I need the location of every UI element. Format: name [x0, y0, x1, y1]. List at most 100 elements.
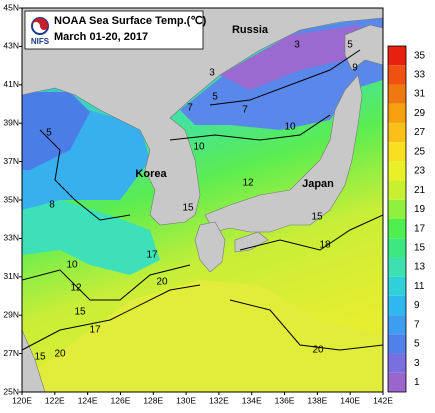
warm-sea	[22, 280, 383, 392]
colorbar-label: 5	[414, 339, 420, 350]
colorbar-label: 21	[414, 185, 426, 196]
place-label: Korea	[135, 168, 167, 180]
colorbar-cell	[388, 276, 406, 296]
title-background	[24, 10, 204, 50]
lon-tick-label: 130E	[176, 395, 196, 405]
lon-tick-label: 140E	[340, 395, 360, 405]
colorbar-label: 27	[414, 127, 426, 138]
contour-label: 20	[312, 345, 324, 356]
colorbar-label: 7	[414, 319, 420, 330]
lat-tick-label: 43N	[3, 41, 19, 51]
contour-label: 20	[156, 277, 168, 288]
lat-tick-label: 25N	[3, 386, 19, 396]
japan-sea-cold	[220, 25, 360, 90]
lon-tick-label: 136E	[275, 395, 295, 405]
place-label: Russia	[232, 24, 269, 36]
contour-label: 3	[209, 68, 215, 79]
colorbar-label: 17	[414, 223, 426, 234]
honshu	[204, 74, 363, 233]
colorbar-label: 23	[414, 166, 426, 177]
contour-label: 5	[46, 128, 52, 139]
contour-line	[22, 284, 201, 351]
colorbar-cell	[388, 161, 406, 181]
colorbar-label: 29	[414, 108, 426, 119]
contour-label: 9	[352, 63, 358, 74]
lat-tick-label: 31N	[3, 271, 19, 281]
contour-label: 17	[146, 250, 158, 261]
lon-tick-label: 120E	[12, 395, 32, 405]
lon-tick-label: 122E	[45, 395, 65, 405]
colorbar-label: 25	[414, 146, 426, 157]
lat-tick-label: 41N	[3, 79, 19, 89]
lon-tick-label: 128E	[143, 395, 163, 405]
colorbar-cell	[388, 334, 406, 354]
contour-label: 15	[311, 212, 323, 223]
contour-label: 12	[70, 283, 82, 294]
lon-tick-label: 142E	[373, 395, 393, 405]
contour-label: 18	[319, 240, 331, 251]
colorbar-label: 1	[414, 377, 420, 388]
colorbar-cell	[388, 353, 406, 373]
logo-text: NIFS	[31, 37, 50, 46]
colorbar-cell	[388, 199, 406, 219]
colorbar-cell	[388, 46, 406, 66]
map-area	[22, 8, 383, 392]
cool-sea	[22, 200, 160, 275]
contour-line	[169, 114, 331, 141]
colorbar-cell	[388, 257, 406, 277]
colorbar-frame	[387, 45, 407, 393]
contour-label: 12	[242, 178, 254, 189]
kyushu	[194, 221, 226, 273]
colorbar-cell	[388, 65, 406, 85]
bohai-sea	[22, 92, 90, 170]
colorbar-cell	[388, 372, 406, 392]
place-label: Japan	[302, 178, 334, 190]
contour-label: 10	[284, 122, 296, 133]
lon-tick-label: 134E	[242, 395, 262, 405]
colorbar-cell	[388, 315, 406, 335]
colorbar-cell	[388, 180, 406, 200]
lat-tick-label: 33N	[3, 233, 19, 243]
lat-tick-label: 37N	[3, 156, 19, 166]
contour-lines	[22, 49, 383, 351]
contour-label: 17	[89, 325, 101, 336]
lat-tick-label: 29N	[3, 309, 19, 319]
continent-korea	[22, 8, 383, 226]
contour-label: 15	[74, 307, 86, 318]
colorbar-label: 9	[414, 300, 420, 311]
colorbar-label: 35	[414, 50, 426, 61]
contour-label: 20	[54, 349, 66, 360]
colorbar-cell	[388, 103, 406, 123]
logo-red	[32, 18, 48, 30]
colorbar-label: 31	[414, 89, 426, 100]
title-box: NIFS NOAA Sea Surface Temp.(℃) March 01-…	[24, 10, 207, 50]
colorbar-label: 19	[414, 204, 426, 215]
china-coast	[22, 329, 46, 392]
colorbar-label: 15	[414, 242, 426, 253]
lat-tick-label: 27N	[3, 348, 19, 358]
contour-label: 7	[242, 105, 248, 116]
contour-line	[239, 214, 383, 251]
colorbar-cell	[388, 295, 406, 316]
contour-line	[39, 129, 131, 221]
lon-tick-label: 132E	[209, 395, 229, 405]
lat-tick-label: 45N	[3, 2, 19, 12]
hokkaido	[344, 24, 383, 71]
contour-label: 3	[294, 40, 300, 51]
colorbar-label: 3	[414, 358, 420, 369]
colorbar-cell	[388, 219, 406, 239]
colorbar-label: 33	[414, 69, 426, 80]
title: NOAA Sea Surface Temp.(℃)	[54, 15, 207, 27]
contour-label: 5	[347, 40, 353, 51]
lat-tick-label: 39N	[3, 117, 19, 127]
contour-label: 7	[187, 103, 193, 114]
contour-label: 10	[193, 142, 205, 153]
lon-tick-label: 138E	[307, 395, 327, 405]
contour-line	[22, 264, 191, 301]
colorbar-cell	[388, 122, 406, 143]
contour-line	[229, 299, 383, 351]
subtitle: March 01-20, 2017	[54, 31, 148, 43]
lon-tick-label: 126E	[111, 395, 131, 405]
